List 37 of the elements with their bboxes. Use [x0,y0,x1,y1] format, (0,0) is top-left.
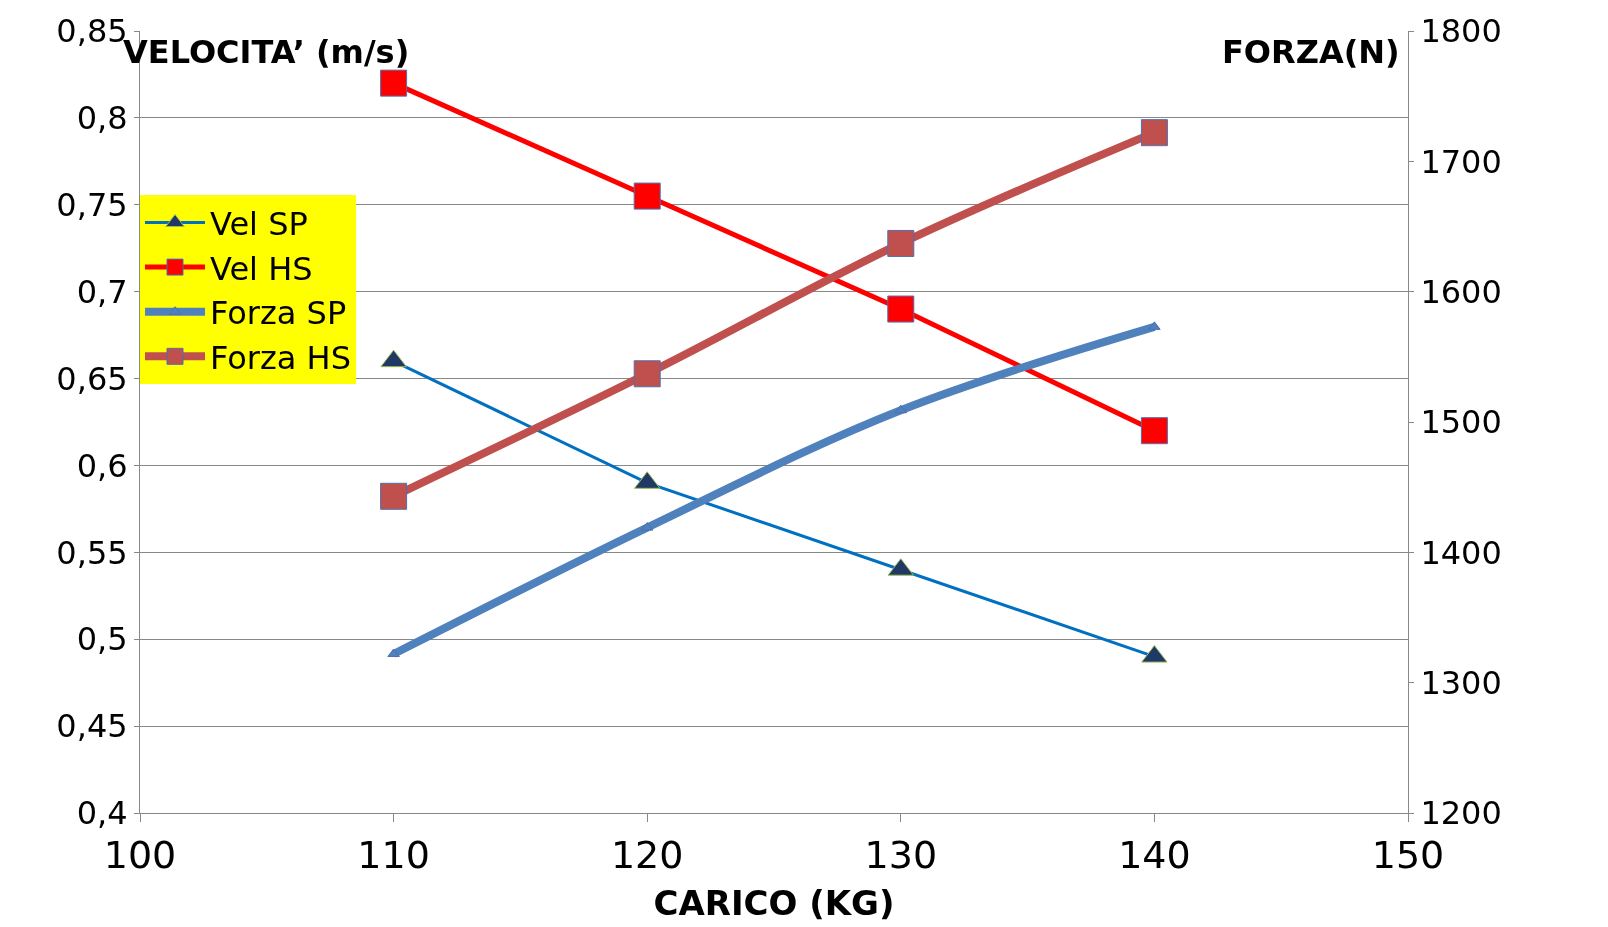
y-tick-label: 0,45 [56,707,128,746]
point [887,229,915,257]
y-tick-label: 0,75 [56,185,128,224]
legend-label: Vel SP [210,205,308,243]
y2-tick-label: 1800 [1420,12,1502,51]
point [380,69,408,97]
y-tick-label: 0,5 [76,620,128,659]
y-tick-label: 0,6 [76,446,128,485]
y2-tick-label: 1200 [1420,794,1502,833]
x-axis-title: CARICO (KG) [653,882,895,923]
y2-tick-label: 1600 [1420,272,1502,311]
point [894,404,908,414]
point [633,182,661,210]
x-tick-label: 130 [864,832,938,877]
x-tick-label: 100 [103,832,177,877]
point [380,482,408,510]
x-tick-label: 150 [1371,832,1445,877]
point [1140,119,1168,147]
y-tick-label: 0,65 [56,359,128,398]
y2-tick-label: 1300 [1420,663,1502,702]
y2-tick-label: 1700 [1420,142,1502,181]
x-tick-label: 140 [1118,832,1191,877]
x-tick-label: 120 [610,832,684,877]
y2-tick-label: 1500 [1420,403,1502,442]
point [887,295,915,323]
x-tick-label: 110 [357,832,430,877]
y2-axis-title: FORZA(N) [1222,33,1400,71]
legend-label: Forza SP [210,294,347,333]
point [633,360,661,388]
legend-label: Forza HS [210,338,351,377]
point [1140,417,1168,445]
y2-tick-label: 1400 [1420,533,1502,572]
y-tick-label: 0,55 [56,533,128,572]
y-tick-label: 0,8 [76,99,128,138]
legend-label: Vel HS [210,249,313,288]
y-tick-label: 0,7 [76,272,128,311]
y-tick-label: 0,4 [76,794,128,833]
